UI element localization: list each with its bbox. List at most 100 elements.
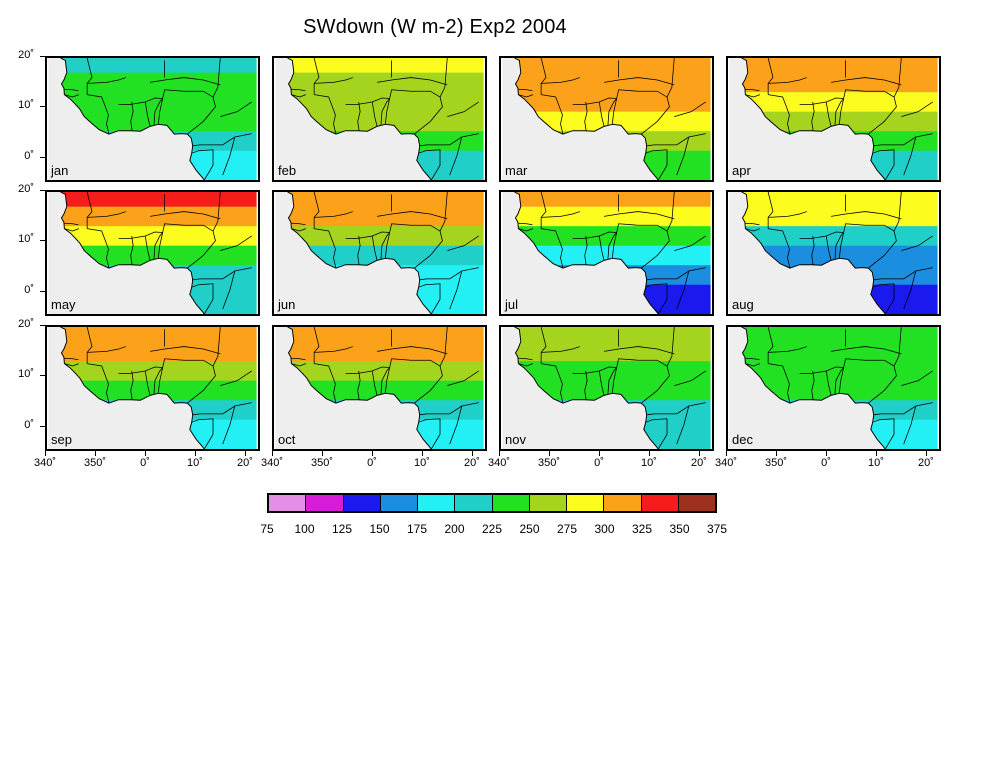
border-apr-4 xyxy=(811,101,815,132)
map-nov xyxy=(502,327,711,449)
border-mar-4 xyxy=(584,101,588,132)
border-dec-10 xyxy=(868,327,902,404)
border-oct-0 xyxy=(313,327,320,364)
band-feb-1 xyxy=(287,72,484,93)
map-panel-jan: jan xyxy=(45,56,260,182)
border-sep-6 xyxy=(153,367,163,394)
month-label-apr: apr xyxy=(732,163,751,178)
y-tick xyxy=(40,106,45,108)
border-jan-0 xyxy=(86,58,93,95)
coastline-oct xyxy=(287,327,432,449)
border-feb-12 xyxy=(418,149,441,180)
border-mar-1 xyxy=(541,94,564,135)
colorbar-swatch-1 xyxy=(306,495,344,511)
month-label-may: may xyxy=(51,297,76,312)
border-dec-15 xyxy=(745,357,760,361)
border-aug-2 xyxy=(768,211,807,218)
border-nov-10 xyxy=(641,327,675,404)
border-jan-15 xyxy=(64,88,79,92)
border-jun-3 xyxy=(345,231,390,239)
band-aug-1 xyxy=(741,206,938,227)
y-tick xyxy=(40,290,45,292)
border-may-15 xyxy=(64,222,79,226)
band-apr-2 xyxy=(741,92,938,113)
border-may-6 xyxy=(153,232,163,259)
band-jul-2 xyxy=(514,226,711,247)
border-jul-5 xyxy=(598,235,605,261)
y-tick-label: 0˚ xyxy=(24,418,34,431)
x-tick xyxy=(776,451,777,456)
x-tick xyxy=(272,451,273,456)
border-sep-16 xyxy=(64,363,80,367)
colorbar-swatch-6 xyxy=(492,495,530,511)
border-aug-1 xyxy=(768,228,791,269)
border-apr-7 xyxy=(838,89,895,125)
border-jul-9 xyxy=(604,211,675,220)
border-oct-14 xyxy=(449,405,463,445)
border-jul-0 xyxy=(540,192,547,229)
x-tick xyxy=(726,451,727,456)
border-sep-7 xyxy=(157,358,214,394)
x-tick-label: 350˚ xyxy=(310,457,334,469)
y-tick xyxy=(40,325,45,326)
x-tick-label: 340˚ xyxy=(33,457,57,469)
border-sep-4 xyxy=(130,370,134,401)
border-jan-7 xyxy=(157,89,214,125)
coastline-sep xyxy=(60,327,205,449)
border-jul-16 xyxy=(518,228,534,232)
band-aug-0 xyxy=(741,192,938,208)
border-sep-2 xyxy=(87,346,126,353)
x-tick-label: 20˚ xyxy=(918,457,934,469)
border-feb-1 xyxy=(314,94,337,135)
coastline-mar xyxy=(514,58,659,180)
map-panel-aug: aug xyxy=(726,190,941,316)
x-tick-label: 340˚ xyxy=(260,457,284,469)
border-apr-12 xyxy=(872,149,895,180)
month-label-sep: sep xyxy=(51,432,72,447)
border-mar-7 xyxy=(611,89,668,125)
border-aug-10 xyxy=(868,192,902,269)
border-dec-7 xyxy=(838,358,895,394)
border-may-12 xyxy=(191,283,214,314)
x-tick-label: 10˚ xyxy=(187,457,203,469)
border-feb-9 xyxy=(377,77,448,86)
border-apr-9 xyxy=(831,77,902,86)
y-tick xyxy=(40,375,45,377)
panel-grid: jan feb mar apr may jun jul aug sep oct nov dec 20˚ 1… xyxy=(18,49,941,469)
border-oct-9 xyxy=(377,346,448,355)
border-aug-5 xyxy=(825,235,832,261)
x-tick xyxy=(926,451,927,456)
border-may-2 xyxy=(87,211,126,218)
coastline-jul xyxy=(514,192,659,314)
border-jul-6 xyxy=(607,232,617,259)
border-may-5 xyxy=(144,235,151,261)
border-feb-11 xyxy=(419,133,479,147)
border-oct-4 xyxy=(357,370,361,401)
x-tick xyxy=(322,451,323,456)
border-may-13 xyxy=(220,235,252,251)
border-mar-16 xyxy=(518,94,534,98)
map-panel-dec: dec xyxy=(726,325,941,451)
colorbar-label: 275 xyxy=(556,522,578,536)
y-tick-label: 10˚ xyxy=(18,233,34,246)
border-feb-16 xyxy=(291,94,307,98)
border-jun-9 xyxy=(377,211,448,220)
border-mar-13 xyxy=(674,101,706,117)
border-aug-4 xyxy=(811,235,815,266)
border-may-16 xyxy=(64,228,80,232)
border-sep-13 xyxy=(220,370,252,386)
border-jun-14 xyxy=(449,270,463,310)
border-jun-10 xyxy=(414,192,448,269)
border-mar-6 xyxy=(607,98,617,125)
x-tick xyxy=(599,451,600,456)
band-jan-0 xyxy=(60,58,257,74)
border-feb-5 xyxy=(371,101,378,127)
band-jan-1 xyxy=(60,72,257,93)
border-aug-11 xyxy=(873,267,933,281)
band-jun-1 xyxy=(287,206,484,227)
band-oct-1 xyxy=(287,341,484,362)
map-mar xyxy=(502,58,711,180)
colorbar-swatch-8 xyxy=(567,495,605,511)
border-nov-16 xyxy=(518,363,534,367)
border-sep-11 xyxy=(192,402,252,416)
